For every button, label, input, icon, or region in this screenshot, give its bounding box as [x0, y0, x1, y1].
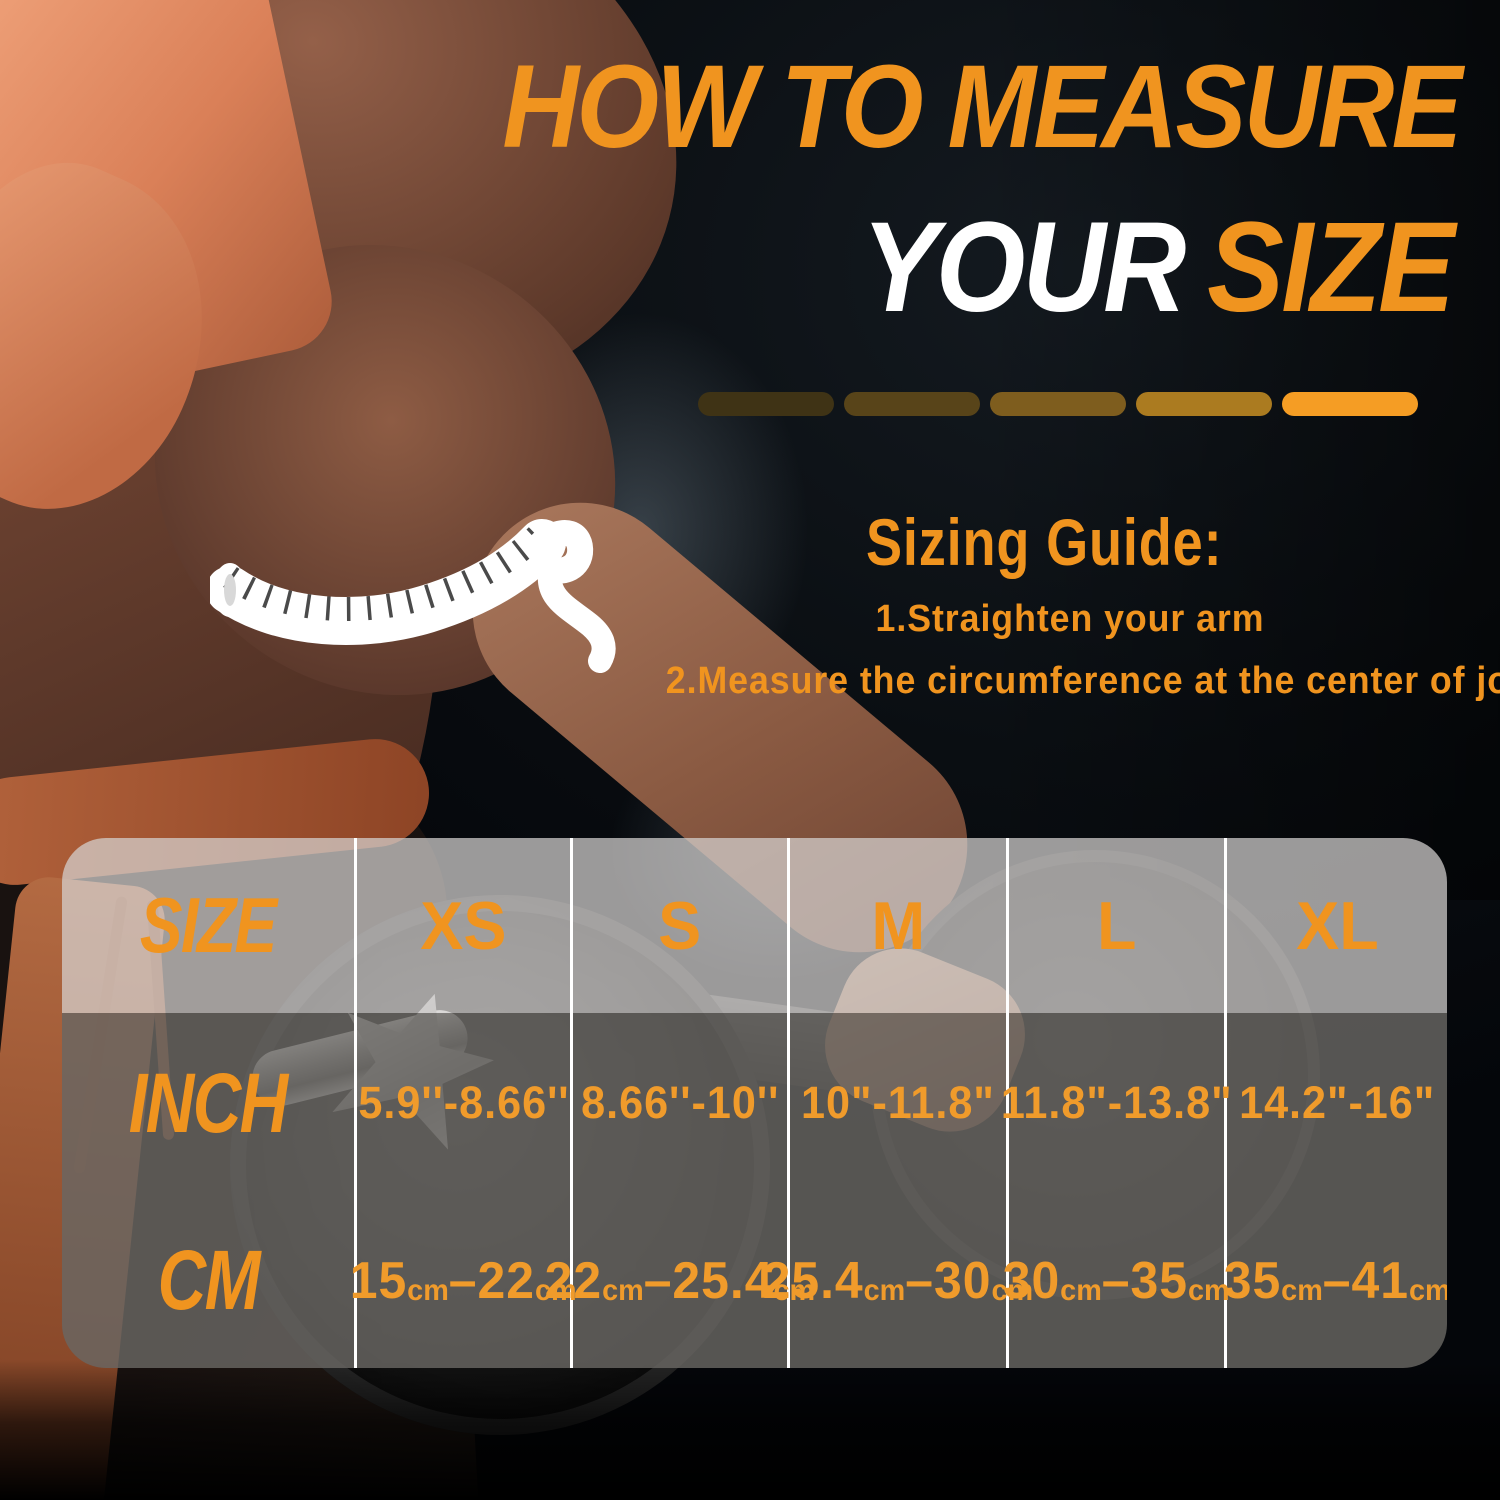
cm-range-value: 35cm–41cm: [1224, 1251, 1447, 1311]
cm-unit: cm: [407, 1273, 450, 1307]
size-col-header-cell: XL: [1224, 838, 1447, 1013]
divider-dash-segment: [1282, 392, 1418, 416]
divider-dash-segment: [990, 392, 1126, 416]
sizing-step-1: 1.Straighten your arm: [875, 598, 1265, 640]
cm-range-value-cell: 22cm–25.4cm: [545, 1193, 815, 1368]
inch-range-value-cell: 10"-11.8": [787, 1013, 1006, 1193]
inch-range-value-cell: 5.9''-8.66'': [354, 1013, 570, 1193]
inch-range-value-cell: 11.8"-13.8": [1001, 1013, 1231, 1193]
cm-unit: cm: [863, 1273, 906, 1307]
title-your-text: YOUR: [861, 196, 1186, 339]
inch-range-value: 8.66''-10'': [580, 1077, 780, 1128]
cm-range-value: 15cm–22cm: [350, 1251, 577, 1310]
size-col-header: XS: [420, 887, 507, 964]
size-col-header-cell: XS: [354, 838, 570, 1013]
size-col-header: L: [1096, 887, 1137, 964]
cm-unit: cm: [773, 1273, 816, 1307]
page-title-line2: YOUR SIZE: [861, 204, 1454, 332]
page-title-line1: HOW TO MEASURE: [502, 41, 1463, 173]
cm-unit: cm: [602, 1273, 644, 1307]
size-table: SIZE XS S M L XL INCH 5.9''-8.66'' 8.66''-10'' 10…: [62, 838, 1447, 1368]
sizing-step-2: 2.Measure the circumference at the cente…: [665, 660, 1500, 702]
bottom-fade: [0, 1360, 1500, 1500]
size-column-title: SIZE: [140, 881, 277, 969]
cm-unit: cm: [535, 1273, 577, 1307]
row-label-cm-cell: CM: [62, 1193, 354, 1368]
size-col-header-cell: L: [1006, 838, 1224, 1013]
size-col-header-cell: M: [787, 838, 1006, 1013]
cm-range-value-cell: 35cm–41cm: [1224, 1193, 1447, 1368]
title-size-text: SIZE: [1206, 196, 1455, 339]
inch-range-value: 14.2"-16": [1238, 1077, 1436, 1128]
cm-unit: cm: [1281, 1273, 1323, 1307]
cm-unit: cm: [991, 1273, 1034, 1307]
row-label-inch: INCH: [129, 1055, 288, 1150]
divider-dash-segment: [844, 392, 980, 416]
divider-dash-segment: [698, 392, 834, 416]
size-col-header-cell: S: [570, 838, 787, 1013]
cm-range-value-cell: 25.4cm–30cm: [763, 1193, 1033, 1368]
inch-range-value: 5.9''-8.66'': [357, 1077, 570, 1128]
dark-vignette: [980, 0, 1500, 900]
divider-dash-segment: [1136, 392, 1272, 416]
inch-range-value-cell: 8.66''-10'': [570, 1013, 787, 1193]
size-col-header: S: [658, 887, 702, 964]
cm-unit: cm: [1188, 1273, 1230, 1307]
inch-range-value: 10"-11.8": [801, 1077, 995, 1128]
cm-unit: cm: [1408, 1273, 1447, 1307]
row-label-inch-cell: INCH: [62, 1013, 354, 1193]
cm-range-value: 30cm–35cm: [1003, 1251, 1230, 1310]
inch-range-value: 11.8"-13.8": [1000, 1077, 1233, 1128]
size-col-header: M: [871, 887, 925, 964]
cm-range-value: 22cm–25.4cm: [544, 1251, 816, 1310]
measuring-tape-icon: [210, 519, 616, 673]
cm-range-value: 25.4cm–30cm: [762, 1251, 1034, 1310]
size-col-header: XL: [1295, 887, 1379, 964]
row-label-cm: CM: [157, 1233, 260, 1327]
cm-range-value-cell: 30cm–35cm: [1003, 1193, 1230, 1368]
gradient-dash-divider: [698, 392, 1418, 416]
size-column-title-cell: SIZE: [62, 838, 354, 1013]
cm-unit: cm: [1060, 1273, 1103, 1307]
cm-range-value-cell: 15cm–22cm: [350, 1193, 577, 1368]
sizing-guide-heading: Sizing Guide:: [866, 505, 1223, 579]
inch-range-value-cell: 14.2"-16": [1224, 1013, 1447, 1193]
